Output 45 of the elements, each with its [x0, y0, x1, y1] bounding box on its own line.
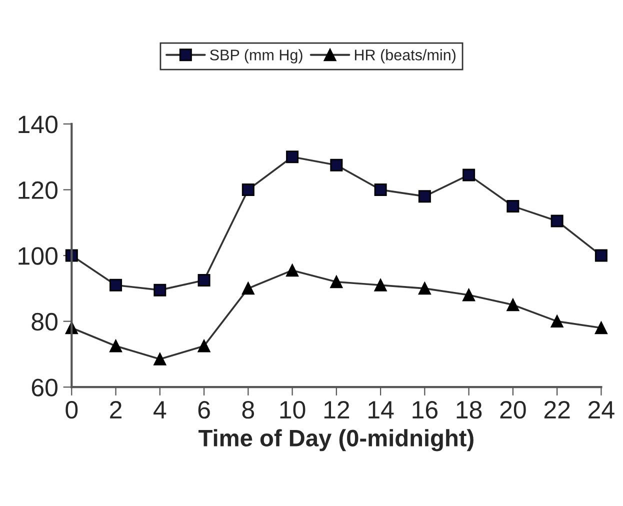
point — [594, 249, 608, 262]
x-tick-label: 8 — [242, 400, 254, 419]
x-tick-label: 0 — [66, 400, 78, 419]
point — [110, 278, 122, 292]
x-tick-label: 16 — [412, 400, 438, 419]
point — [374, 184, 387, 196]
point — [286, 264, 299, 277]
x-tick-label: 10 — [280, 400, 306, 419]
y-tick-label: 60 — [32, 378, 58, 396]
x-tick-label: 12 — [324, 400, 350, 418]
point — [550, 315, 564, 328]
y-tick-label: 120 — [18, 181, 58, 200]
legend-label: SBP (mm Hg) — [210, 49, 302, 64]
point — [594, 322, 608, 334]
x-tick-label: 6 — [198, 400, 210, 419]
point — [418, 282, 431, 295]
point — [550, 214, 564, 228]
x-tick-label: 2 — [110, 400, 122, 418]
point — [242, 282, 254, 295]
y-tick-label: 100 — [18, 247, 58, 265]
x-tick-label: 18 — [456, 400, 482, 419]
y-tick-label: 80 — [32, 312, 58, 331]
point — [154, 284, 166, 296]
point — [330, 276, 343, 288]
point — [242, 184, 254, 196]
point — [330, 158, 343, 172]
point — [506, 200, 520, 212]
x-tick-label: 14 — [368, 401, 394, 418]
point — [462, 168, 476, 182]
point — [462, 288, 476, 302]
x-tick-label: 24 — [588, 400, 614, 418]
x-tick-label: 4 — [154, 401, 166, 418]
x-tick-label: 22 — [544, 400, 570, 418]
legend-label: HR (beats/min) — [354, 49, 456, 64]
point — [198, 340, 210, 352]
point — [506, 298, 520, 312]
y-tick-label: 140 — [18, 116, 58, 134]
point — [154, 352, 166, 366]
x-tick-label: 20 — [500, 400, 526, 419]
point — [110, 340, 122, 352]
point — [286, 150, 299, 164]
point — [418, 190, 431, 203]
point — [198, 274, 210, 286]
x-axis-title: Time of Day (0-midnight) — [198, 429, 474, 452]
point — [374, 278, 387, 292]
